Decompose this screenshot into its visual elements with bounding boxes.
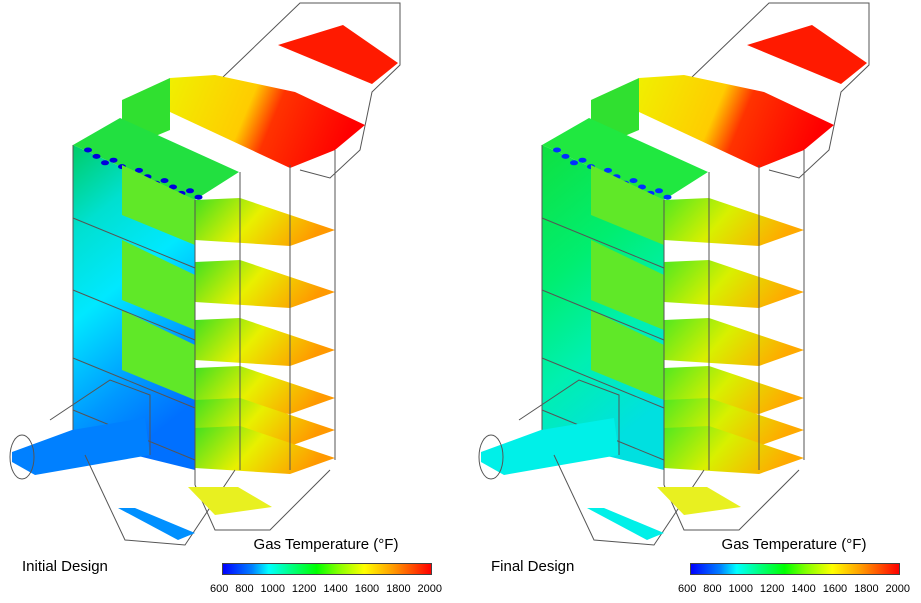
level-line [541, 217, 665, 269]
cold-spot [629, 178, 638, 184]
cold-spot [663, 194, 672, 200]
cold-spot [109, 157, 118, 163]
colorbar-title-final: Gas Temperature (°F) [721, 536, 867, 553]
inlet-outline [49, 379, 151, 455]
cold-spot [570, 160, 578, 166]
outlet-plane [747, 25, 867, 84]
inlet-duct [12, 418, 150, 475]
cold-spot [101, 160, 109, 166]
tick-label: 800 [235, 583, 254, 595]
tube-bank-plane [664, 198, 804, 246]
roof-plane [73, 118, 239, 200]
outlet-plane [278, 25, 398, 84]
baffle-wall [591, 310, 664, 400]
upper-slab [639, 75, 834, 168]
tick-label: 2000 [885, 583, 910, 595]
colorbar-initial [222, 563, 432, 575]
cold-spot [194, 194, 203, 200]
tick-label: 1400 [791, 583, 816, 595]
level-line [541, 289, 665, 341]
colorbar-title-initial: Gas Temperature (°F) [253, 536, 399, 553]
tick-label: 1400 [323, 583, 348, 595]
cold-spot [135, 167, 143, 173]
tube-bank-plane [664, 260, 804, 308]
hopper-outline [194, 469, 331, 531]
cold-spot [92, 153, 101, 159]
final-design-label: Final Design [491, 558, 575, 575]
tick-label: 600 [678, 583, 697, 595]
cold-spot [638, 184, 646, 190]
tube-bank-plane [195, 426, 335, 474]
tick-label: 1200 [291, 583, 317, 595]
burner-ring [478, 434, 504, 480]
tick-label: 1800 [854, 583, 879, 595]
tube-bank-plane [195, 318, 335, 366]
tube-bank-plane [195, 260, 335, 308]
tick-label: 1000 [728, 583, 754, 595]
tick-label: 2000 [417, 583, 442, 595]
tick-label: 1000 [260, 583, 286, 595]
roof-plane [542, 118, 708, 200]
tick-label: 1800 [386, 583, 411, 595]
initial-design-label: Initial Design [22, 558, 108, 575]
cold-spot [604, 167, 612, 173]
baffle-wall [122, 165, 195, 245]
cold-spot [84, 147, 92, 153]
tick-label: 1200 [759, 583, 785, 595]
baffle-wall [591, 240, 664, 330]
inlet-outline [518, 379, 620, 455]
upper-slab [170, 75, 365, 168]
baffle-wall [122, 240, 195, 330]
cold-spot [561, 153, 570, 159]
cold-spot [578, 157, 587, 163]
hopper-plane [118, 508, 195, 540]
level-line [72, 289, 196, 341]
hopper-outline [663, 469, 800, 531]
colorbar-ticks-initial: 600 800 1000 1200 1400 1600 1800 2000 [210, 583, 442, 595]
cold-spot [169, 184, 177, 190]
tick-label: 600 [210, 583, 229, 595]
cold-spot [186, 188, 194, 194]
hopper-plane-right [657, 487, 741, 515]
cold-spot [553, 147, 561, 153]
panel-initial [9, 2, 401, 546]
tube-bank-plane [664, 318, 804, 366]
baffle-wall [122, 310, 195, 400]
level-line [72, 357, 196, 409]
level-line [72, 217, 196, 269]
tick-label: 1600 [822, 583, 848, 595]
colorbar-ticks-final: 600 800 1000 1200 1400 1600 1800 2000 [678, 583, 910, 595]
hopper-plane [587, 508, 664, 540]
panel-final [478, 2, 870, 546]
tube-bank-plane [664, 426, 804, 474]
colorbar-final [690, 563, 900, 575]
tube-bank-plane [195, 198, 335, 246]
tick-label: 800 [703, 583, 722, 595]
hopper-plane-right [188, 487, 272, 515]
level-line [541, 357, 665, 409]
baffle-wall [591, 165, 664, 245]
cold-spot [160, 178, 169, 184]
cold-spot [655, 188, 663, 194]
tick-label: 1600 [354, 583, 380, 595]
burner-ring [9, 434, 35, 480]
inlet-duct [481, 418, 619, 475]
